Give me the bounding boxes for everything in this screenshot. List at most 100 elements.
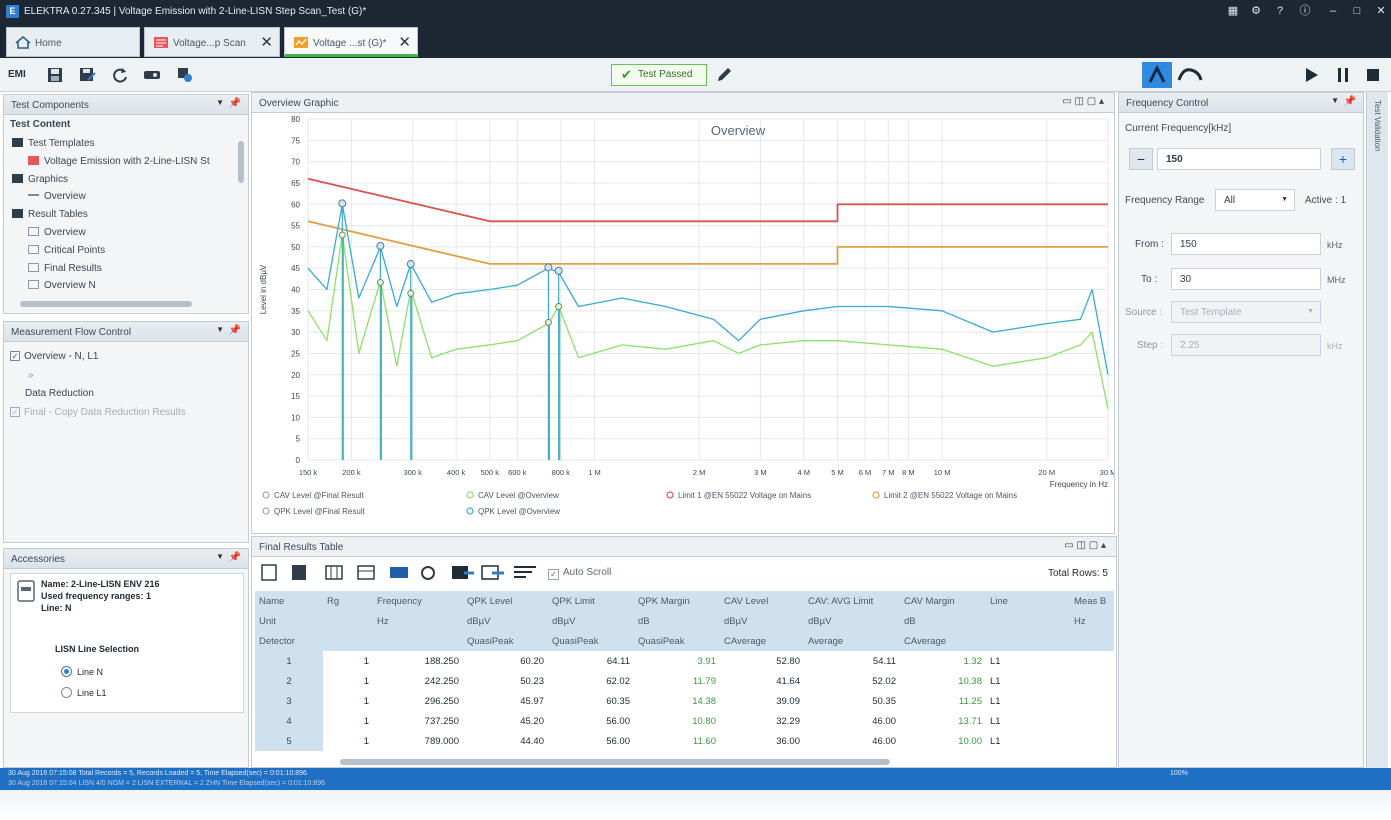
window-controls-icon[interactable]: ▭ ◫ ▢ ▴ (1062, 96, 1104, 107)
tab-home[interactable]: Home (6, 27, 140, 57)
auto-scroll-toggle[interactable]: ✓ Auto Scroll (548, 567, 611, 580)
cav-final-marker[interactable] (338, 231, 346, 239)
table-cell: 4 (255, 711, 323, 731)
horizontal-scrollbar[interactable] (20, 301, 192, 307)
tree-item-graphic-overview[interactable]: Overview (28, 191, 86, 202)
refresh-icon[interactable] (111, 66, 129, 84)
horizontal-scrollbar[interactable] (340, 759, 890, 765)
tab-voltage-test[interactable]: Voltage ...st (G)* ✕ (284, 27, 418, 57)
step-input[interactable]: 2.25 (1171, 334, 1321, 356)
tree-item-table-overview[interactable]: Overview (28, 227, 86, 238)
to-input[interactable]: 30 (1171, 268, 1321, 290)
radio-button[interactable] (61, 687, 72, 698)
column-header[interactable]: CAV: AVG Limit (804, 591, 900, 611)
column-header[interactable]: QPK Level (463, 591, 548, 611)
radio-line-n[interactable]: Line N (61, 666, 103, 677)
dropdown-icon[interactable]: ▼ (216, 325, 224, 334)
column-header[interactable]: CAV Margin (900, 591, 986, 611)
source-select[interactable]: Test Template ▼ (1171, 301, 1321, 323)
increase-frequency-button[interactable]: + (1331, 148, 1355, 170)
checkbox[interactable]: ✓ (10, 407, 20, 417)
tree-item-final-results[interactable]: Final Results (28, 263, 102, 274)
settings-icon[interactable]: ⚙ (1251, 5, 1261, 17)
table-row[interactable]: 5 1 789.000 44.40 56.00 11.60 36.00 46.00 10.00 L… (255, 731, 1114, 751)
column-header[interactable]: Line (986, 591, 1070, 611)
save-as-icon[interactable] (78, 66, 96, 84)
zoom-mode-icon[interactable] (1177, 66, 1203, 84)
column-header[interactable]: Rg (323, 591, 373, 611)
test-validation-side-tab[interactable]: Test Validation (1366, 92, 1388, 768)
close-tab-icon[interactable]: ✕ (260, 34, 273, 51)
panel-header: Frequency Control ▼ 📌 (1119, 93, 1363, 113)
close-tab-icon[interactable]: ✕ (398, 34, 411, 51)
cav-final-marker[interactable] (376, 279, 384, 287)
tab-voltage-scan[interactable]: Voltage...p Scan ✕ (144, 27, 280, 57)
column-header[interactable]: QPK Limit (548, 591, 634, 611)
device-icon[interactable] (143, 66, 161, 84)
column-header[interactable]: QPK Margin (634, 591, 720, 611)
column-header[interactable]: Meas B (1070, 591, 1114, 611)
radio-line-l1[interactable]: Line L1 (61, 687, 107, 698)
checkbox[interactable]: ✓ (548, 569, 559, 580)
cav-final-marker[interactable] (544, 318, 552, 326)
tree-item-result-tables[interactable]: Result Tables (12, 209, 88, 220)
tree-item-overview-n[interactable]: Overview N (28, 280, 96, 291)
tree-item-template[interactable]: Voltage Emission with 2-Line-LISN St (28, 156, 210, 167)
column-header[interactable]: Name (255, 591, 323, 611)
qpk-final-marker[interactable] (338, 199, 347, 208)
radio-button[interactable] (61, 666, 72, 677)
qpk-final-marker[interactable] (544, 263, 553, 272)
column-header[interactable]: CAV Level (720, 591, 804, 611)
configure-icon[interactable] (176, 66, 194, 84)
edit-icon[interactable] (715, 66, 733, 84)
lisn-device-icon (17, 580, 35, 602)
flow-item-overview[interactable]: ✓ Overview - N, L1 (10, 351, 98, 362)
column-header[interactable]: Frequency (373, 591, 463, 611)
overview-chart[interactable]: 0 5 10 15 20 25 30 35 40 45 50 55 60 65 70 75 80 150 k 200… (252, 113, 1114, 533)
x-tick-label: 200 k (342, 468, 361, 477)
info-icon[interactable]: ⓘ (1299, 5, 1311, 17)
qpk-final-marker[interactable] (376, 241, 385, 250)
x-tick-label: 7 M (882, 468, 895, 477)
window-controls-icon[interactable]: ▭ ◫ ▢ ▴ (1064, 540, 1106, 551)
dropdown-icon[interactable]: ▼ (216, 552, 224, 561)
checkbox[interactable]: ✓ (10, 351, 20, 361)
layout-icon[interactable]: ▦ (1227, 5, 1239, 17)
unit-cell: Hz (373, 611, 463, 631)
accessory-card[interactable]: Name: 2-Line-LISN ENV 216 Used frequency… (10, 573, 244, 713)
pause-icon[interactable] (1334, 66, 1352, 84)
dropdown-icon[interactable]: ▼ (216, 98, 224, 107)
flow-item-data-reduction[interactable]: Data Reduction (25, 388, 94, 399)
pin-icon[interactable]: 📌 (228, 98, 241, 109)
table-row[interactable]: 1 1 188.250 60.20 64.11 3.91 52.80 54.11 1.32 L1 (255, 651, 1114, 671)
cav-final-marker[interactable] (407, 289, 415, 297)
vertical-scrollbar[interactable] (238, 141, 244, 183)
table-toolbar-icons[interactable] (260, 563, 540, 583)
tree-item-graphics[interactable]: Graphics (12, 174, 68, 185)
dropdown-icon[interactable]: ▼ (1331, 96, 1339, 105)
cav-final-marker[interactable] (555, 303, 563, 311)
maximize-icon[interactable]: □ (1353, 5, 1361, 17)
table-row[interactable]: 3 1 296.250 45.97 60.35 14.38 39.09 50.35 11.25 L… (255, 691, 1114, 711)
measure-mode-button[interactable] (1142, 62, 1172, 88)
stop-icon[interactable] (1364, 66, 1382, 84)
tree-item-critical-points[interactable]: Critical Points (28, 245, 105, 256)
tree-item-test-templates[interactable]: Test Templates (12, 138, 95, 149)
flow-item-final[interactable]: ✓ Final - Copy Data Reduction Results (10, 407, 186, 418)
qpk-final-marker[interactable] (406, 260, 415, 269)
minimize-icon[interactable]: – (1329, 5, 1337, 17)
save-icon[interactable] (46, 66, 64, 84)
table-row[interactable]: 2 1 242.250 50.23 62.02 11.79 41.64 52.02 10.38 L… (255, 671, 1114, 691)
frequency-range-select[interactable]: All ▼ (1215, 189, 1295, 211)
pin-icon[interactable]: 📌 (228, 325, 241, 336)
pin-icon[interactable]: 📌 (1343, 96, 1356, 107)
help-icon[interactable]: ? (1276, 5, 1284, 17)
decrease-frequency-button[interactable]: − (1129, 148, 1153, 170)
table-row[interactable]: 4 1 737.250 45.20 56.00 10.80 32.29 46.00 13.71 L… (255, 711, 1114, 731)
close-window-icon[interactable]: ✕ (1376, 5, 1386, 17)
pin-icon[interactable]: 📌 (228, 552, 241, 563)
from-input[interactable]: 150 (1171, 233, 1321, 255)
current-frequency-input[interactable]: 150 (1157, 148, 1321, 170)
qpk-final-marker[interactable] (554, 266, 563, 275)
play-icon[interactable] (1302, 66, 1320, 84)
